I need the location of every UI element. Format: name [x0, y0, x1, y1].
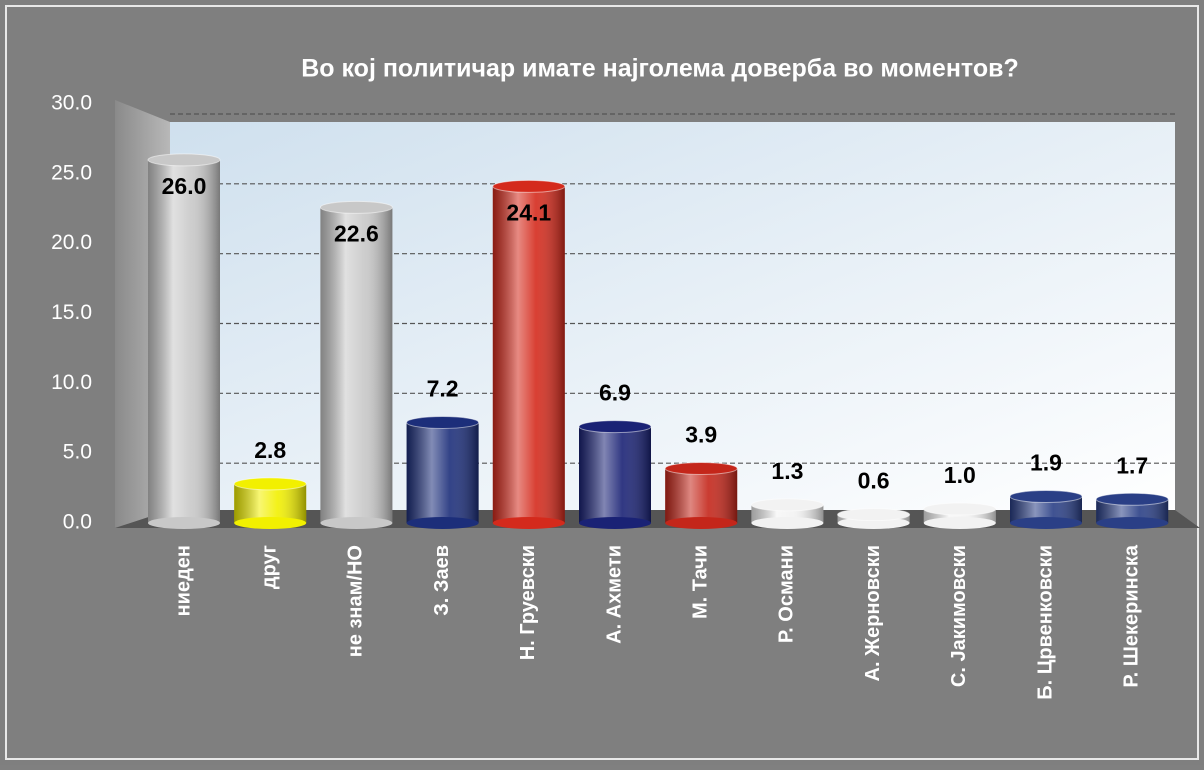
- bar-base: [493, 517, 565, 529]
- x-tick-label: М. Тачи: [689, 545, 711, 619]
- bar-base: [320, 517, 392, 529]
- bar-top: [234, 478, 306, 490]
- value-label: 24.1: [506, 199, 551, 225]
- bar-shade: [579, 427, 651, 523]
- bar-base: [1096, 517, 1168, 529]
- y-tick-label: 30.0: [51, 92, 92, 115]
- y-tick-label: 20.0: [51, 231, 92, 254]
- bar-top: [320, 201, 392, 213]
- value-label: 7.2: [427, 376, 459, 402]
- value-label: 22.6: [334, 220, 379, 246]
- y-tick-label: 10.0: [51, 371, 92, 394]
- value-label: 6.9: [599, 380, 631, 406]
- bar-top: [838, 509, 910, 521]
- chart: Во кој политичар имате најголема доверба…: [0, 0, 1204, 765]
- y-tick-label: 25.0: [51, 161, 92, 184]
- chart-title: Во кој политичар имате најголема доверба…: [301, 55, 1019, 83]
- bar-top: [1096, 493, 1168, 505]
- y-tick-label: 15.0: [51, 301, 92, 324]
- x-tick-label: не знам/НО: [345, 545, 367, 657]
- bar-shade: [493, 186, 565, 523]
- value-label: 3.9: [685, 422, 717, 448]
- bar-base: [234, 517, 306, 529]
- bar-top: [493, 180, 565, 192]
- bar-shade: [407, 422, 479, 523]
- x-tick-label: А. Ахмети: [603, 545, 625, 644]
- bar-top: [665, 463, 737, 475]
- value-label: 2.8: [254, 437, 286, 463]
- value-label: 0.6: [858, 468, 890, 494]
- x-tick-label: друг: [258, 545, 280, 589]
- bar-top: [924, 503, 996, 515]
- value-label: 1.9: [1030, 450, 1062, 476]
- bar-top: [148, 154, 220, 166]
- value-label: 26.0: [162, 173, 207, 199]
- bar-base: [148, 517, 220, 529]
- bar-base: [1010, 517, 1082, 529]
- x-tick-label: ниеден: [172, 545, 194, 616]
- bar-top: [751, 499, 823, 511]
- bar-shade: [148, 160, 220, 523]
- bar-base: [407, 517, 479, 529]
- value-label: 1.0: [944, 462, 976, 488]
- bar-base: [665, 517, 737, 529]
- value-label: 1.7: [1116, 452, 1148, 478]
- x-tick-label: А. Жерновски: [862, 545, 884, 682]
- bar-top: [579, 421, 651, 433]
- bar-base: [579, 517, 651, 529]
- y-tick-label: 0.0: [63, 511, 92, 534]
- bar-base: [751, 517, 823, 529]
- value-label: 1.3: [771, 458, 803, 484]
- y-tick-label: 5.0: [63, 441, 92, 464]
- x-tick-label: Б. Црвенковски: [1034, 545, 1056, 700]
- x-tick-label: С. Јакимовски: [948, 545, 970, 687]
- bar-base: [924, 517, 996, 529]
- bar-shade: [665, 469, 737, 523]
- bar-shade: [320, 207, 392, 523]
- x-tick-label: Р. Османи: [776, 545, 798, 643]
- x-tick-label: Р. Шекеринска: [1120, 544, 1142, 688]
- bar-top: [407, 416, 479, 428]
- x-tick-label: Н. Груевски: [517, 545, 539, 660]
- x-tick-label: З. Заев: [431, 545, 453, 616]
- bar-top: [1010, 490, 1082, 502]
